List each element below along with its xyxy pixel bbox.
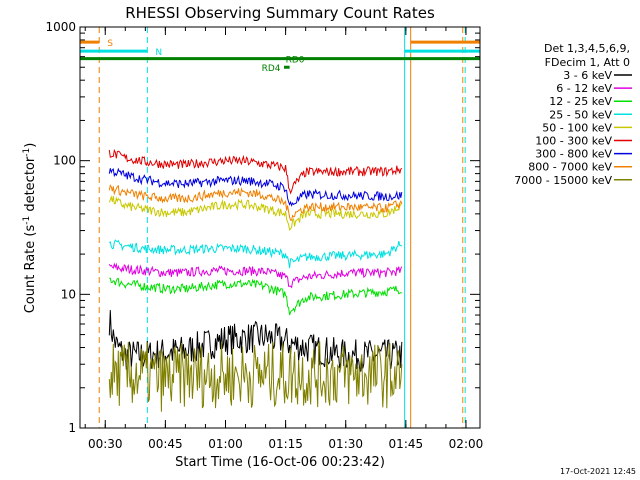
legend-label-0: 3 - 6 keV [563,69,612,82]
y-tick-label-1: 10 [61,287,76,301]
state-bar-label-s: S [107,39,113,49]
x-tick-label-3: 01:15 [268,437,303,451]
series-line-6 [108,167,403,207]
series-line-4 [108,195,403,231]
legend-label-7: 800 - 7000 keV [528,161,612,174]
y-tick-label-2: 100 [53,154,76,168]
y-tick-label-0: 1 [68,421,76,435]
x-tick-label-2: 01:00 [208,437,243,451]
series-line-7 [108,184,403,221]
legend-label-2: 12 - 25 keV [549,95,612,108]
series-line-0 [108,310,403,372]
legend-label-3: 25 - 50 keV [549,108,612,121]
y-axis-label-end: ) [23,143,38,148]
series-line-8 [108,341,403,412]
legend-label-8: 7000 - 15000 keV [514,174,612,187]
chart-title: RHESSI Observing Summary Count Rates [125,4,435,22]
x-tick-label-1: 00:45 [148,437,183,451]
x-axis-label: Start Time (16-Oct-06 00:23:42) [175,455,385,470]
timestamp: 17-Oct-2021 12:45 [560,467,636,476]
series-group [108,148,403,412]
legend-header-2: FDecim 1, Att 0 [545,56,630,69]
state-bar-label-rd0: RD0 [286,56,305,66]
y-axis-label: Count Rate (s-1 detector-1) [22,143,38,314]
series-line-3 [108,239,403,269]
x-tick-label-0: 00:30 [88,437,123,451]
legend-label-6: 300 - 800 keV [535,148,612,161]
y-axis-label-sup2: -1 [22,148,32,157]
plot-frame [79,26,481,429]
legend-label-4: 50 - 100 keV [542,121,612,134]
state-bar-label-rd4: RD4 [262,64,281,74]
series-line-2 [109,277,403,316]
legend-label-1: 6 - 12 keV [556,82,612,95]
x-tick-label-4: 01:30 [328,437,363,451]
legend-header-1: Det 1,3,4,5,6,9, [544,42,630,55]
series-line-1 [108,262,403,289]
x-tick-label-6: 02:00 [449,437,484,451]
y-axis-label-sup1: -1 [22,216,32,225]
x-axis: 00:30 00:45 01:00 01:15 01:30 01:45 02:00 [84,27,484,451]
y-axis: 1 10 100 1000 [45,20,480,435]
x-tick-label-5: 01:45 [389,437,424,451]
y-tick-label-3: 1000 [45,20,76,34]
series-line-5 [108,148,403,195]
legend-label-5: 100 - 300 keV [535,135,612,148]
legend: Det 1,3,4,5,6,9, FDecim 1, Att 0 3 - 6 k… [514,42,632,187]
state-bars: S N RD0 RD4 [80,39,480,74]
y-axis-label-main: Count Rate (s [23,225,38,314]
y-axis-label-mid: detector [23,156,38,216]
state-bar-label-n: N [155,48,162,58]
